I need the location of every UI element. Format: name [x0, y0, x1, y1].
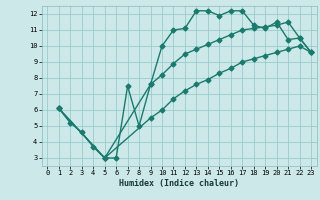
X-axis label: Humidex (Indice chaleur): Humidex (Indice chaleur) — [119, 179, 239, 188]
